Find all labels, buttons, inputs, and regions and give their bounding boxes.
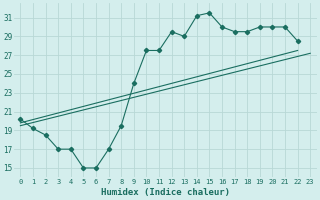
- X-axis label: Humidex (Indice chaleur): Humidex (Indice chaleur): [101, 188, 230, 197]
